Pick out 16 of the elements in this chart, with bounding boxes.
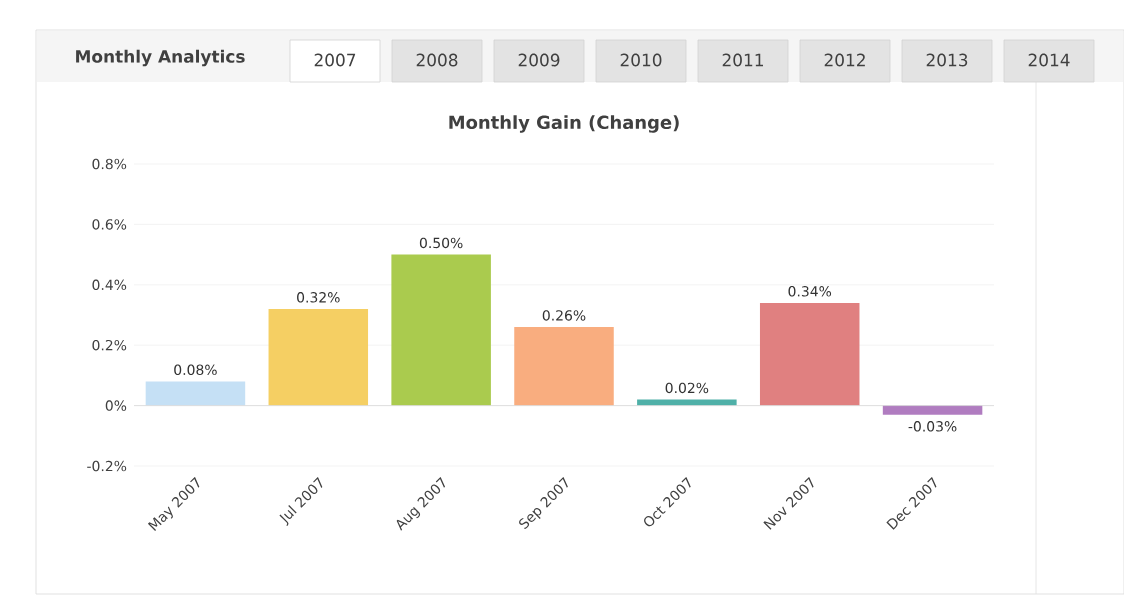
bar (145, 381, 246, 406)
text: Monthly Analytics (76, 49, 245, 67)
bar (759, 302, 860, 406)
text: 2014 (1028, 53, 1070, 67)
bar (391, 254, 491, 406)
text: 2008 (416, 53, 458, 67)
text: 2010 (620, 53, 662, 67)
bar (514, 327, 614, 406)
text: 2007 (314, 53, 356, 67)
chart-title: Monthly Gain (Change) (449, 115, 679, 133)
text: 2013 (926, 53, 968, 67)
text: 2012 (824, 53, 865, 67)
bar (882, 405, 983, 415)
bar (268, 308, 369, 406)
text: 2009 (518, 53, 560, 67)
text: 2011 (722, 53, 763, 67)
